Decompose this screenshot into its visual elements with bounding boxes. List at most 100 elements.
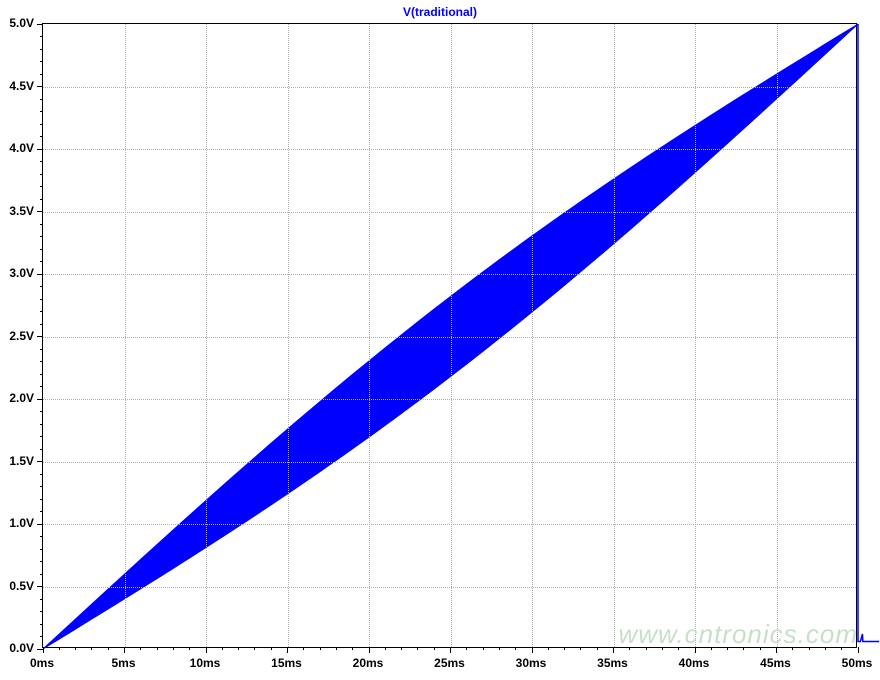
y-tick-label: 4.0V [9, 141, 34, 155]
y-minor-tick [40, 236, 43, 237]
y-minor-tick [40, 74, 43, 75]
y-minor-tick [40, 486, 43, 487]
y-minor-tick [40, 136, 43, 137]
y-minor-tick [40, 111, 43, 112]
y-minor-tick [40, 536, 43, 537]
x-minor-tick [303, 647, 304, 650]
x-tick-label: 0ms [30, 656, 54, 670]
x-minor-tick [91, 647, 92, 650]
y-minor-tick [40, 186, 43, 187]
y-tick-label: 2.5V [9, 329, 34, 343]
x-minor-tick [140, 647, 141, 650]
x-minor-tick [271, 647, 272, 650]
y-tick-label: 0.0V [9, 641, 34, 655]
y-tick-label: 3.0V [9, 266, 34, 280]
x-minor-tick [108, 647, 109, 650]
x-tick-label: 5ms [111, 656, 135, 670]
x-minor-tick [320, 647, 321, 650]
chart-title: V(traditional) [0, 5, 880, 19]
x-tick [287, 647, 288, 653]
x-minor-tick [483, 647, 484, 650]
y-tick-label: 5.0V [9, 16, 34, 30]
y-gridline [43, 462, 856, 463]
x-minor-tick [157, 647, 158, 650]
x-tick-label: 10ms [190, 656, 221, 670]
x-tick-label: 15ms [271, 656, 302, 670]
y-tick-label: 2.0V [9, 391, 34, 405]
y-minor-tick [40, 474, 43, 475]
y-minor-tick [40, 161, 43, 162]
y-minor-tick [40, 424, 43, 425]
x-minor-tick [254, 647, 255, 650]
y-gridline [43, 87, 856, 88]
y-gridline [43, 337, 856, 338]
y-minor-tick [40, 124, 43, 125]
y-tick [37, 461, 43, 462]
x-minor-tick [401, 647, 402, 650]
x-minor-tick [515, 647, 516, 650]
x-tick [532, 647, 533, 653]
y-minor-tick [40, 36, 43, 37]
y-tick [37, 149, 43, 150]
plot-area [42, 23, 857, 648]
x-gridline [451, 24, 452, 647]
y-minor-tick [40, 249, 43, 250]
y-tick [37, 649, 43, 650]
y-minor-tick [40, 624, 43, 625]
x-tick-label: 25ms [434, 656, 465, 670]
y-minor-tick [40, 511, 43, 512]
x-tick [450, 647, 451, 653]
y-minor-tick [40, 599, 43, 600]
y-minor-tick [40, 574, 43, 575]
y-gridline [43, 399, 856, 400]
x-tick [206, 647, 207, 653]
y-gridline [43, 212, 856, 213]
x-tick [369, 647, 370, 653]
x-minor-tick [238, 647, 239, 650]
y-minor-tick [40, 611, 43, 612]
y-minor-tick [40, 286, 43, 287]
y-minor-tick [40, 49, 43, 50]
y-tick-label: 1.0V [9, 516, 34, 530]
x-minor-tick [75, 647, 76, 650]
x-minor-tick [434, 647, 435, 650]
x-minor-tick [59, 647, 60, 650]
x-tick-label: 50ms [842, 656, 873, 670]
x-gridline [206, 24, 207, 647]
y-minor-tick [40, 174, 43, 175]
x-tick-label: 20ms [353, 656, 384, 670]
y-minor-tick [40, 374, 43, 375]
x-gridline [532, 24, 533, 647]
y-minor-tick [40, 411, 43, 412]
y-tick [37, 274, 43, 275]
x-minor-tick [417, 647, 418, 650]
x-tick-label: 30ms [516, 656, 547, 670]
y-gridline [43, 524, 856, 525]
y-minor-tick [40, 99, 43, 100]
x-minor-tick [466, 647, 467, 650]
y-tick [37, 336, 43, 337]
x-minor-tick [222, 647, 223, 650]
y-minor-tick [40, 499, 43, 500]
y-tick [37, 211, 43, 212]
y-minor-tick [40, 549, 43, 550]
y-minor-tick [40, 261, 43, 262]
x-gridline [614, 24, 615, 647]
y-minor-tick [40, 324, 43, 325]
y-tick [37, 24, 43, 25]
x-minor-tick [173, 647, 174, 650]
x-tick-label: 35ms [597, 656, 628, 670]
x-gridline [125, 24, 126, 647]
y-minor-tick [40, 561, 43, 562]
y-tick [37, 586, 43, 587]
x-minor-tick [385, 647, 386, 650]
y-gridline [43, 274, 856, 275]
x-minor-tick [580, 647, 581, 650]
y-tick-label: 4.5V [9, 79, 34, 93]
x-gridline [369, 24, 370, 647]
x-tick [613, 647, 614, 653]
x-tick-label: 45ms [760, 656, 791, 670]
y-minor-tick [40, 61, 43, 62]
x-gridline [695, 24, 696, 647]
y-minor-tick [40, 349, 43, 350]
